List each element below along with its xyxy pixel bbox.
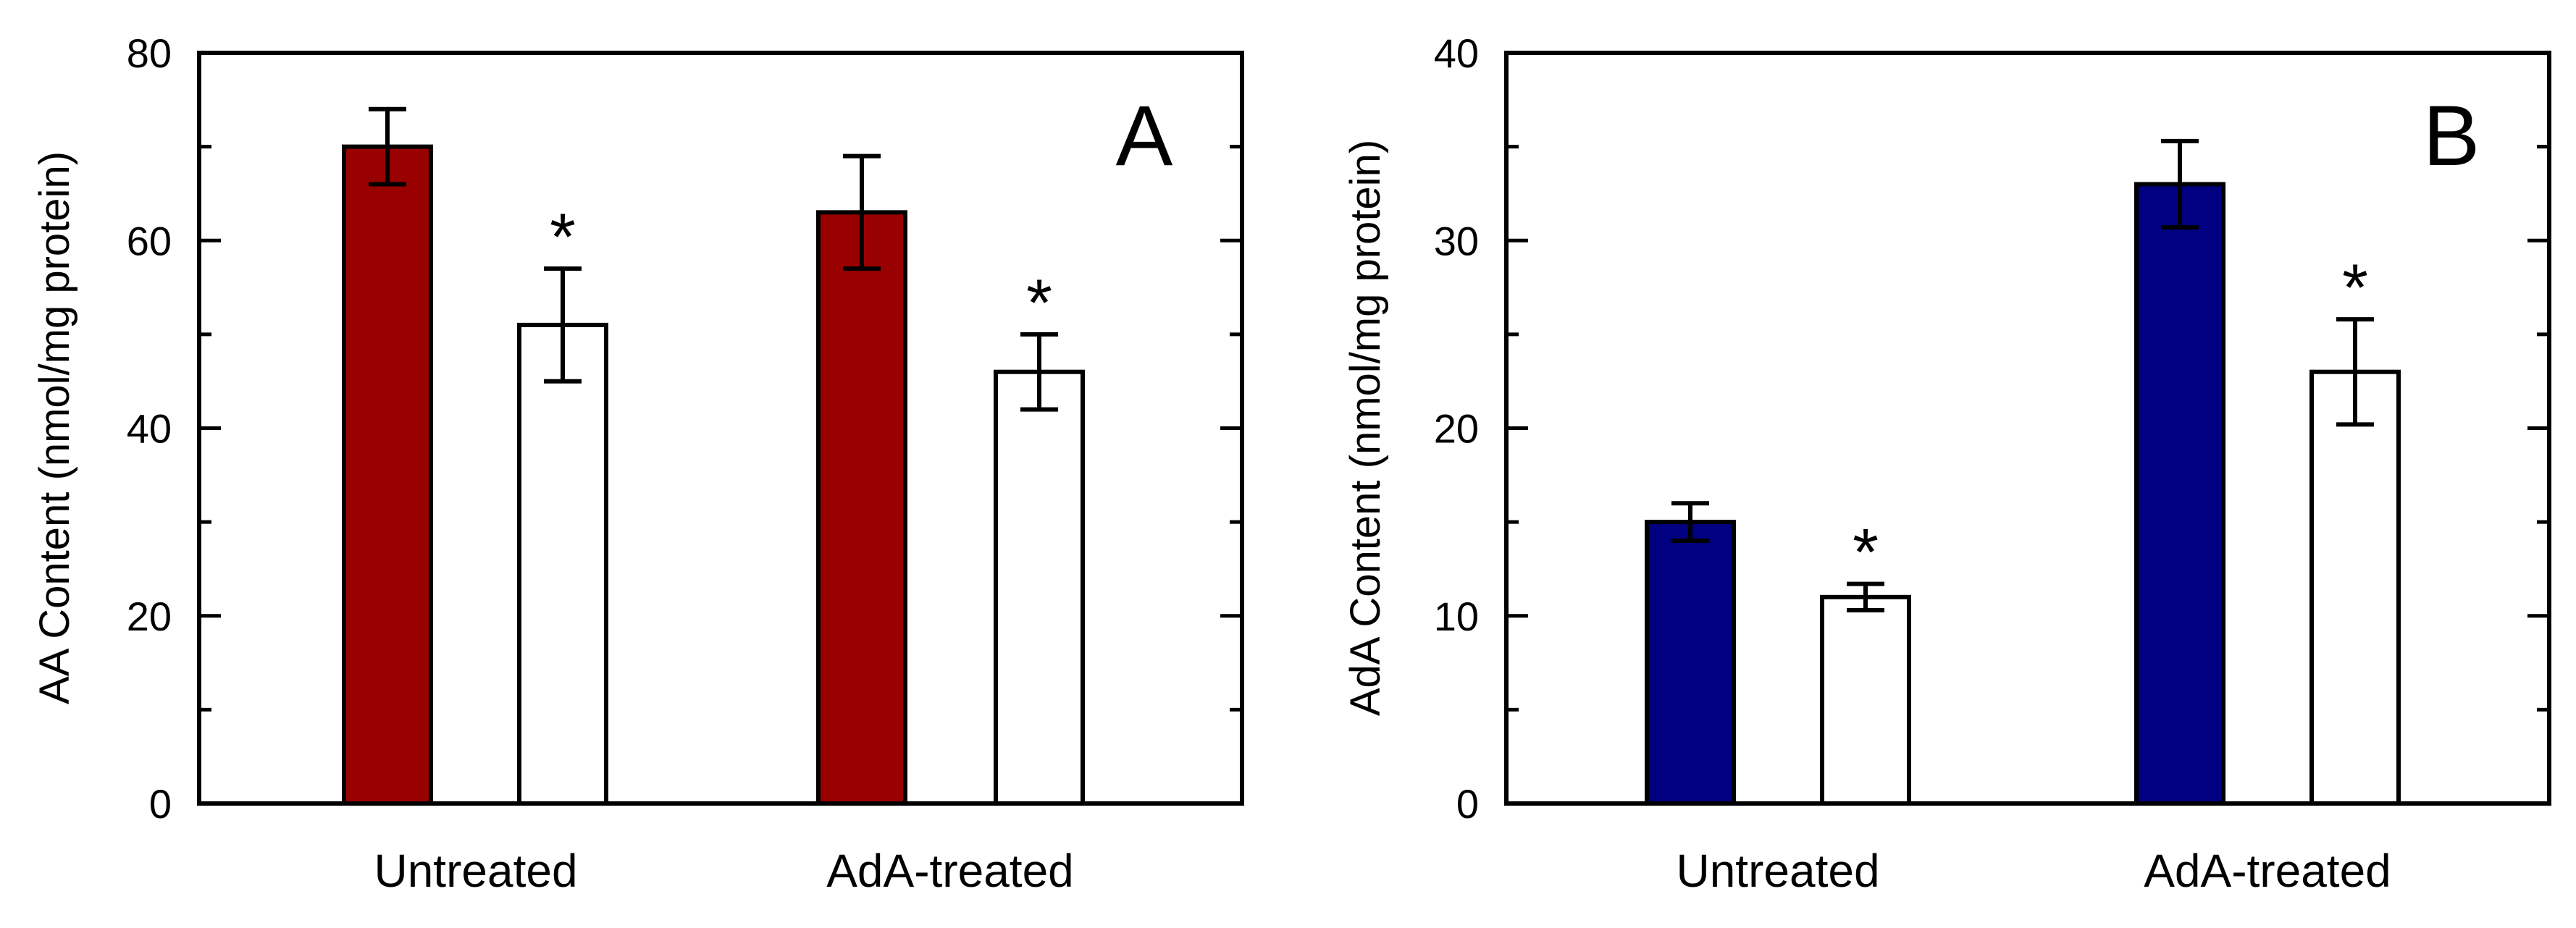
category-label-untreated: Untreated: [1676, 845, 1879, 897]
bar-open-1: [2309, 369, 2401, 806]
y-axis-title: AA Content (nmol/mg protein): [31, 151, 78, 704]
error-bar: [369, 106, 406, 187]
bar-filled-1: [2134, 182, 2225, 806]
error-bar: [1020, 332, 1058, 412]
y-axis-ticks: 0 10 20 30 40: [1434, 30, 2549, 827]
error-bar: [2161, 138, 2199, 230]
bar-open-0: [1820, 594, 1911, 806]
bars: **: [342, 106, 1085, 806]
category-label-untreated: Untreated: [374, 845, 577, 897]
y-tick-label: 30: [1434, 218, 1479, 263]
y-tick-label: 40: [127, 406, 172, 452]
category-label-ada-treated: AdA-treated: [826, 845, 1074, 897]
y-tick-label: 20: [1434, 406, 1479, 452]
bars: **: [1645, 138, 2401, 806]
bar-open-1: [994, 369, 1085, 806]
panel-letter: B: [2423, 88, 2480, 184]
y-tick-label: 40: [1434, 30, 1479, 76]
bar-filled-1: [816, 210, 907, 806]
error-bar: [544, 266, 582, 384]
labels: AA Content (nmol/mg protein) A Untreated…: [31, 88, 1173, 897]
y-axis-title: AdA Content (nmol/mg protein): [1342, 140, 1389, 716]
bar-filled-0: [1645, 520, 1736, 806]
y-tick-label: 0: [1456, 781, 1479, 827]
labels: AdA Content (nmol/mg protein) B Untreate…: [1342, 88, 2480, 897]
y-tick-label: 10: [1434, 594, 1479, 639]
error-bar: [1847, 581, 1884, 612]
significance-marker: *: [2342, 251, 2368, 325]
y-axis-ticks: 0 20 40 60 80: [127, 30, 1242, 827]
error-bar: [843, 153, 881, 271]
error-bar: [2336, 317, 2374, 427]
category-label-ada-treated: AdA-treated: [2144, 845, 2391, 897]
y-tick-label: 60: [127, 218, 172, 263]
bar-filled-0: [342, 144, 433, 806]
bar-open-0: [517, 322, 608, 806]
y-tick-label: 0: [149, 781, 172, 827]
error-bar: [1671, 501, 1709, 544]
y-tick-label: 20: [127, 594, 172, 639]
significance-marker: *: [1853, 516, 1879, 590]
significance-marker: *: [1026, 266, 1052, 340]
significance-marker: *: [550, 201, 576, 274]
y-tick-label: 80: [127, 30, 172, 76]
panel-letter: A: [1116, 88, 1173, 184]
